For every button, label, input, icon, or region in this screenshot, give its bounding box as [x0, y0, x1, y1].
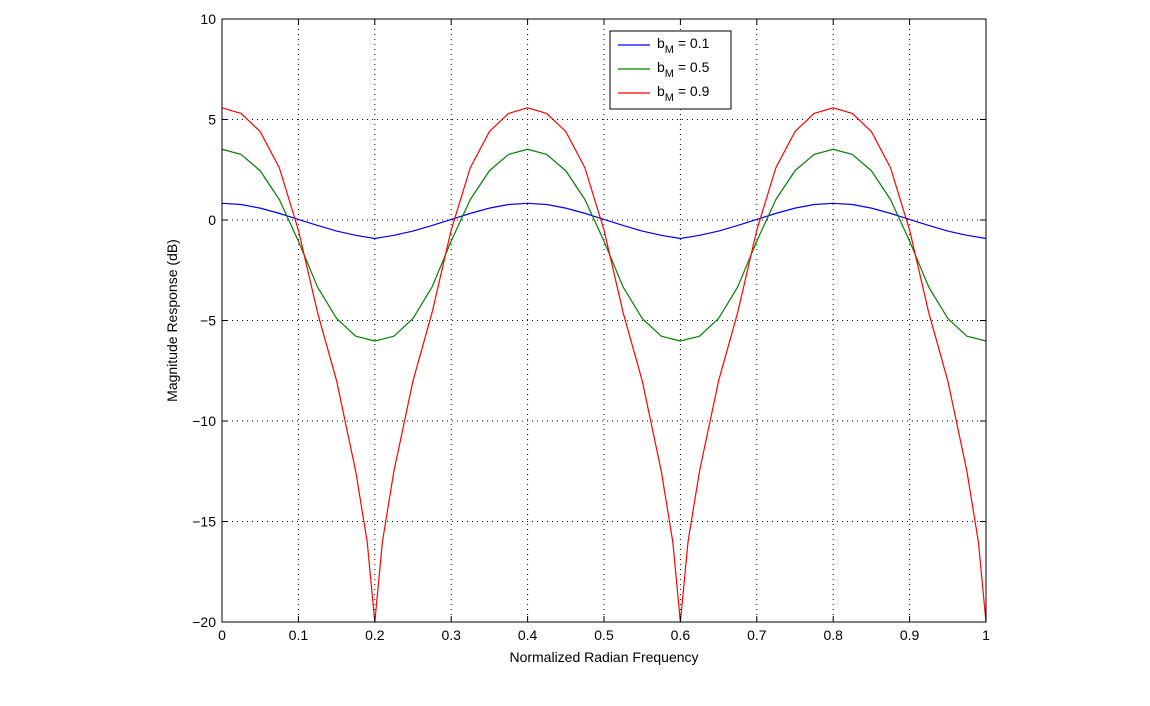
x-tick-label: 0.3	[441, 627, 461, 643]
legend-value: = 0.5	[674, 59, 710, 75]
x-tick-label: 0.2	[365, 627, 385, 643]
legend-subscript: M	[665, 68, 674, 80]
legend-entry: bM = 0.1	[657, 35, 710, 56]
axis-ticks: 0 0.1 0.2 0.3 0.4 0.5 0.6 0.7 0.8 0.9 1 −20 −15 −10 −5…	[192, 11, 990, 643]
y-tick-label: 5	[208, 112, 216, 128]
x-tick-label: 0.7	[747, 627, 767, 643]
x-tick-label: 0.5	[594, 627, 614, 643]
x-tick-label: 0.1	[289, 627, 309, 643]
legend-subscript: M	[665, 92, 674, 104]
x-tick-label: 0.8	[823, 627, 843, 643]
series-line-1	[221, 202, 987, 240]
legend-entry: bM = 0.5	[657, 59, 710, 80]
x-tick-label: 0.9	[900, 627, 920, 643]
legend-subscript: M	[665, 44, 674, 56]
y-tick-label: 0	[208, 212, 216, 228]
x-tick-label: 0	[218, 627, 226, 643]
grid-lines	[222, 19, 986, 622]
legend-value: = 0.1	[674, 35, 710, 51]
series-line-2	[221, 148, 987, 342]
series-layer	[221, 107, 987, 623]
legend-base: b	[657, 35, 665, 51]
y-tick-label: 10	[200, 11, 216, 27]
legend-value: = 0.9	[674, 83, 710, 99]
y-tick-label: −20	[192, 614, 216, 630]
y-tick-label: −5	[200, 313, 216, 329]
legend-base: b	[657, 59, 665, 75]
x-tick-label: 0.6	[671, 627, 691, 643]
y-axis-label: Magnitude Response (dB)	[164, 239, 180, 402]
x-tick-label: 0.4	[518, 627, 538, 643]
y-tick-label: −15	[192, 514, 216, 530]
x-axis-label: Normalized Radian Frequency	[509, 649, 698, 665]
legend: bM = 0.1bM = 0.5bM = 0.9	[609, 30, 732, 110]
legend-base: b	[657, 83, 665, 99]
series-line-3	[221, 107, 987, 623]
legend-box	[609, 30, 732, 110]
x-tick-label: 1	[982, 627, 990, 643]
y-tick-label: −10	[192, 413, 216, 429]
legend-entry: bM = 0.9	[657, 83, 710, 104]
